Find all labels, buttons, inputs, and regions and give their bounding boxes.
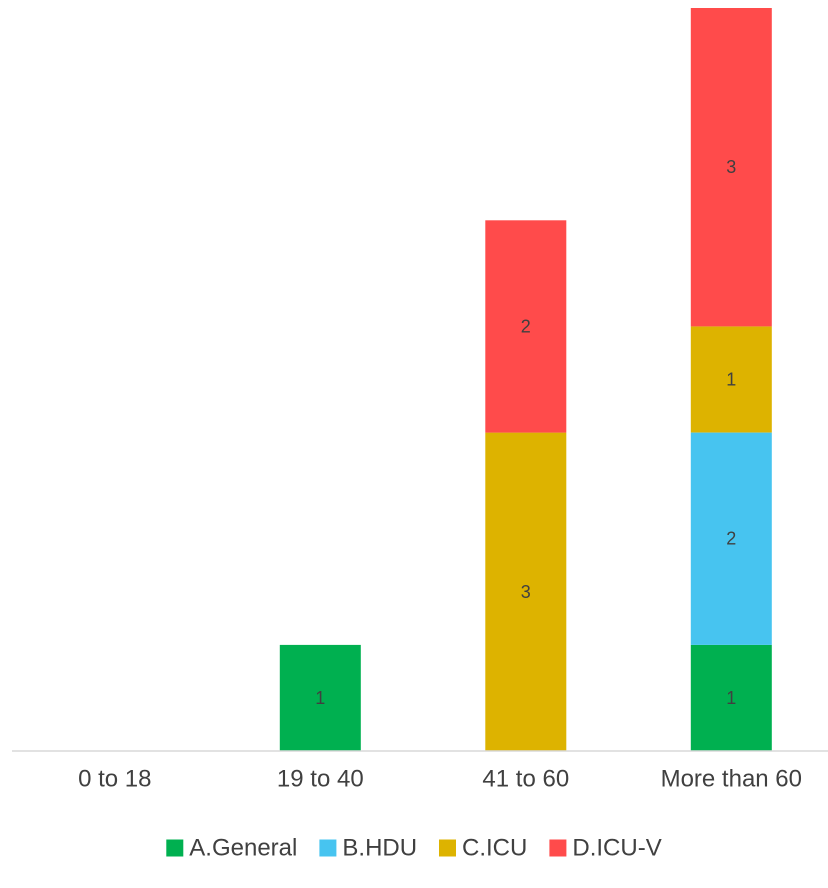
x-tick-label: 0 to 18 [78, 766, 151, 793]
bar-segment [485, 432, 567, 751]
legend-swatch [319, 839, 337, 857]
data-label: 2 [521, 316, 531, 336]
legend-label: D.ICU-V [572, 835, 661, 862]
bars-layer: 1 3 2 1 2 1 3 [279, 8, 772, 751]
data-label: 2 [726, 529, 736, 549]
legend: A.General B.HDU C.ICU D.ICU-V [166, 835, 662, 862]
bar-segment [690, 644, 772, 751]
bar-segment [485, 220, 567, 433]
x-tick-label: More than 60 [661, 766, 802, 793]
legend-label: C.ICU [462, 835, 527, 862]
bar-segment [690, 8, 772, 327]
data-label: 3 [726, 157, 736, 177]
data-label: 1 [726, 370, 736, 390]
bar-segment [690, 432, 772, 645]
data-label: 1 [726, 688, 736, 708]
data-label: 1 [315, 688, 325, 708]
x-axis-ticks: 0 to 18 19 to 40 41 to 60 More than 60 [78, 766, 802, 793]
legend-label: B.HDU [342, 835, 417, 862]
bar-segment [690, 326, 772, 433]
data-label: 3 [521, 582, 531, 602]
legend-item: A.General [166, 835, 297, 862]
bar-segment [279, 644, 361, 751]
x-tick-label: 41 to 60 [482, 766, 569, 793]
legend-label: A.General [189, 835, 297, 862]
legend-item: C.ICU [439, 835, 527, 862]
legend-swatch [166, 839, 184, 857]
legend-item: D.ICU-V [549, 835, 662, 862]
legend-item: B.HDU [319, 835, 417, 862]
x-tick-label: 19 to 40 [277, 766, 364, 793]
legend-swatch [549, 839, 567, 857]
legend-swatch [439, 839, 456, 857]
